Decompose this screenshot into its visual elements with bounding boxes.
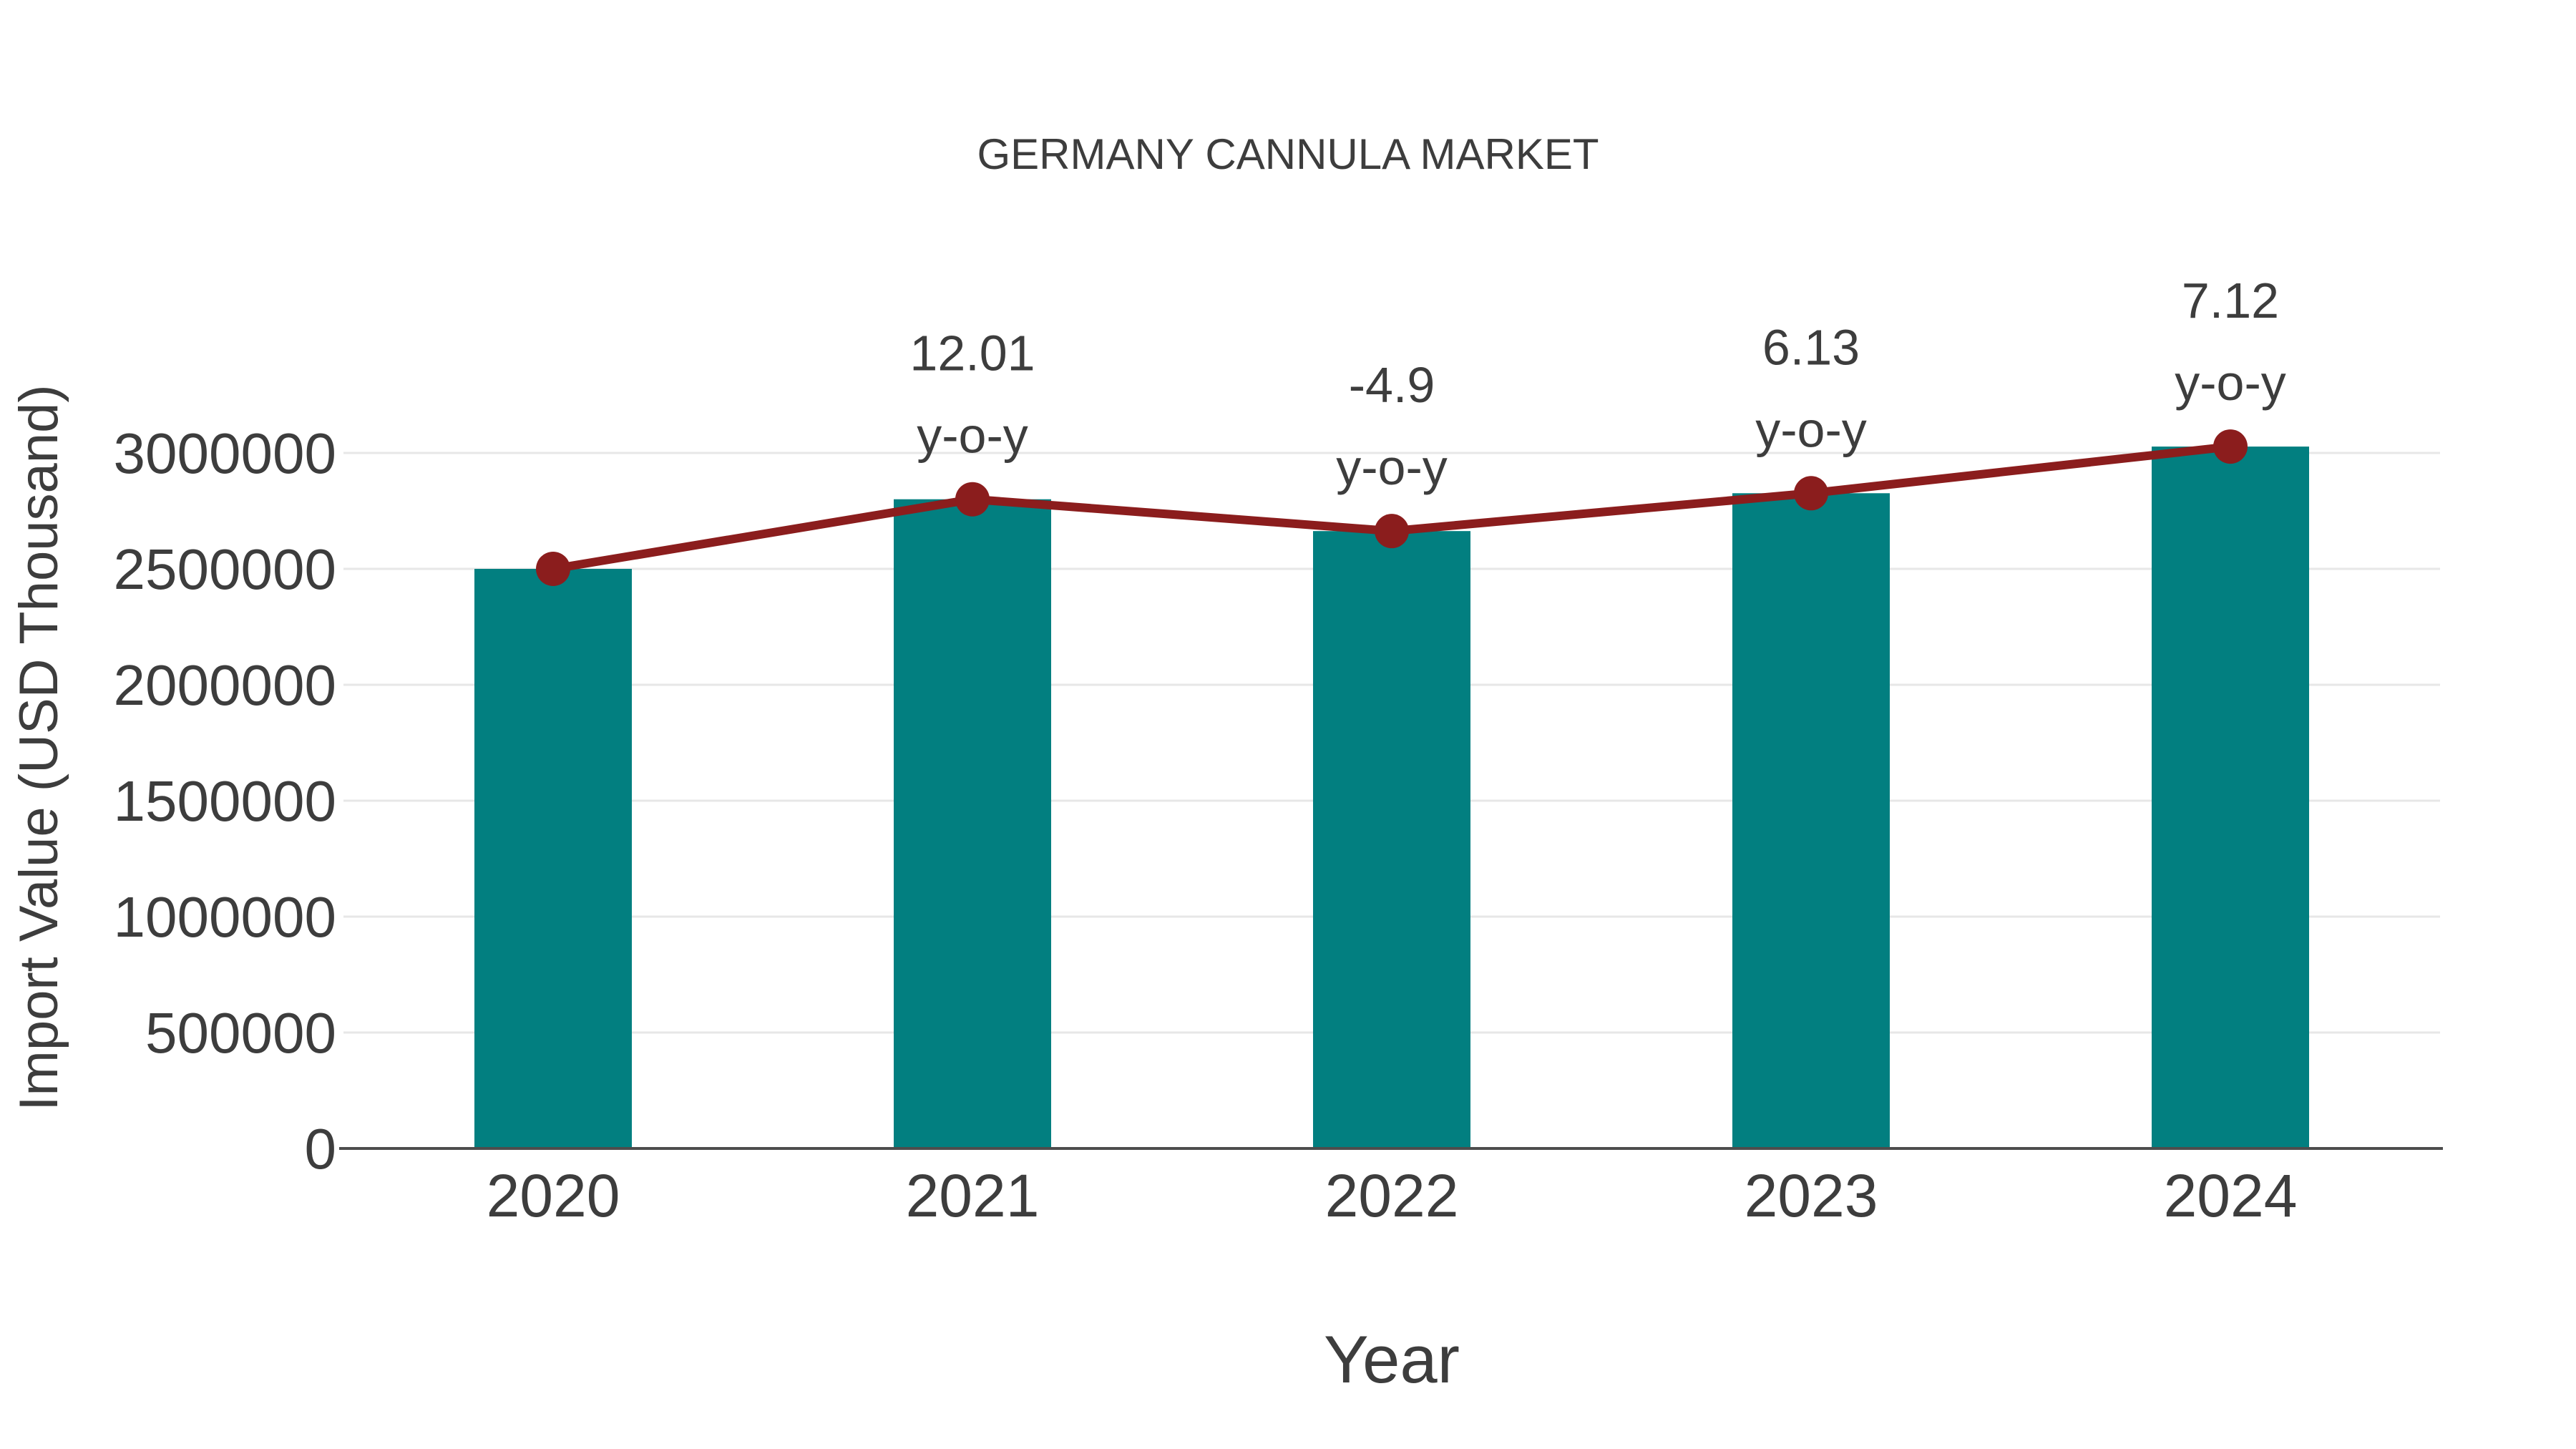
x-tick-label-2022: 2022 [1325,1162,1459,1229]
annotation-2022-value: -4.9 [1349,357,1435,413]
y-axis-tick-labels: 0 500000 1000000 1500000 2000000 2500000 30000… [114,421,336,1181]
data-point-marker-2024 [2213,429,2248,464]
annotation-2021-value: 12.01 [909,326,1035,381]
data-point-marker-2023 [1794,476,1828,511]
trend-line-group [536,429,2248,586]
data-point-marker-2020 [536,552,570,586]
y-tick-label-1000000: 1000000 [114,885,336,949]
chart-title: GERMANY CANNULA MARKET [977,130,1599,178]
y-tick-label-3000000: 3000000 [114,421,336,485]
y-tick-label-2000000: 2000000 [114,653,336,717]
x-tick-label-2020: 2020 [487,1162,620,1229]
x-tick-label-2021: 2021 [906,1162,1040,1229]
annotations-group: 12.01 y-o-y -4.9 y-o-y 6.13 y-o-y 7.12 y-o-y [909,273,2285,495]
annotation-2024-value: 7.12 [2182,273,2279,328]
data-point-marker-2021 [955,482,990,517]
y-tick-label-2500000: 2500000 [114,537,336,601]
annotation-2023-value: 6.13 [1762,319,1860,375]
y-axis-title: Import Value (USD Thousand) [9,384,69,1111]
x-tick-label-2023: 2023 [1745,1162,1878,1229]
bar-2022 [1313,531,1470,1148]
x-tick-label-2024: 2024 [2164,1162,2298,1229]
y-tick-label-0: 0 [305,1117,337,1181]
bar-2023 [1732,493,1890,1148]
y-tick-label-500000: 500000 [145,1001,336,1065]
annotation-2024-suffix: y-o-y [2175,355,2286,411]
annotation-2022-suffix: y-o-y [1336,439,1448,495]
y-tick-label-1500000: 1500000 [114,769,336,833]
bar-2024 [2152,447,2309,1148]
annotation-2023-suffix: y-o-y [1755,401,1867,457]
bar-2021 [894,499,1051,1148]
bars-group [474,447,2309,1148]
annotation-2021-suffix: y-o-y [917,408,1028,464]
data-point-marker-2022 [1375,514,1409,549]
x-axis-title: Year [1324,1322,1460,1397]
bar-2020 [474,569,632,1148]
x-axis-tick-labels: 2020 2021 2022 2023 2024 [487,1162,2298,1229]
